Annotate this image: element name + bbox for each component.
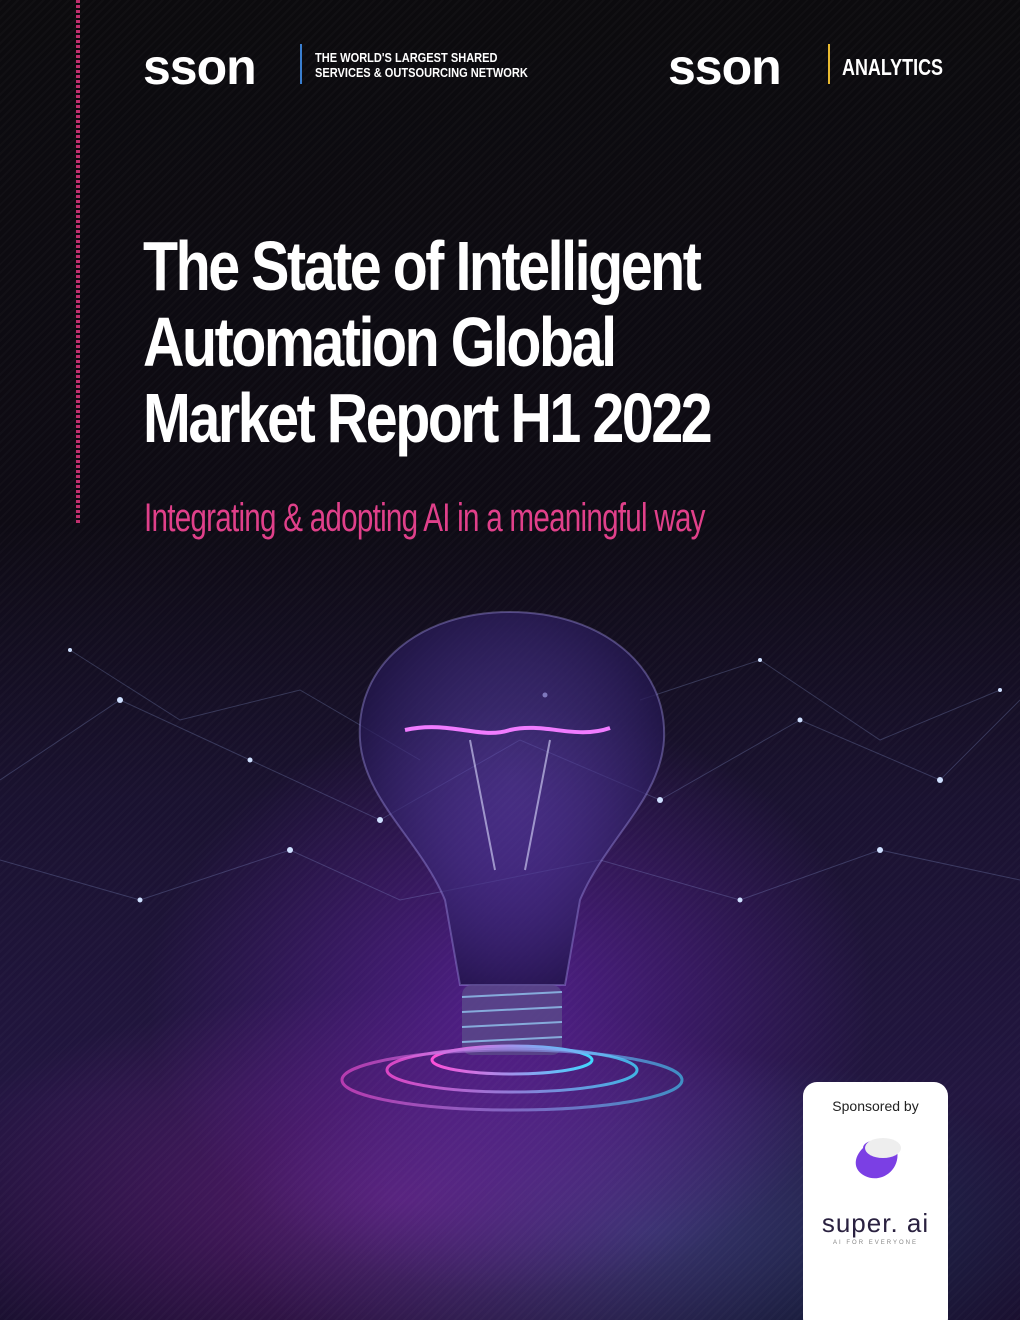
subtitle: Integrating & adopting AI in a meaningfu… <box>144 496 705 540</box>
divider <box>300 44 302 84</box>
title-line: The State of Intelligent <box>143 227 702 305</box>
tagline: THE WORLD'S LARGEST SHARED SERVICES & OU… <box>315 50 528 80</box>
divider <box>828 44 830 84</box>
side-line <box>76 0 80 525</box>
title-line: Market Report H1 2022 <box>143 379 713 457</box>
tagline-line: SERVICES & OUTSOURCING NETWORK <box>315 65 528 80</box>
bulb <box>358 610 666 1055</box>
sponsor-icon <box>855 1138 901 1179</box>
sson-logo: sson <box>143 39 257 95</box>
title-line: Automation Global <box>143 303 617 381</box>
sson-logo: sson <box>668 39 782 95</box>
sponsor-card: Sponsored by super. ai AI FOR EVERYONE <box>803 1082 948 1320</box>
tagline-line: THE WORLD'S LARGEST SHARED <box>315 50 498 65</box>
division-label: ANALYTICS <box>842 54 944 80</box>
sponsor-name: super. ai <box>821 1208 930 1238</box>
sponsor-motto: AI FOR EVERYONE <box>833 1240 918 1246</box>
title: The State of Intelligent Automation Glob… <box>143 227 713 457</box>
sponsor-label: Sponsored by <box>832 1098 919 1114</box>
light-rings <box>340 1044 684 1112</box>
